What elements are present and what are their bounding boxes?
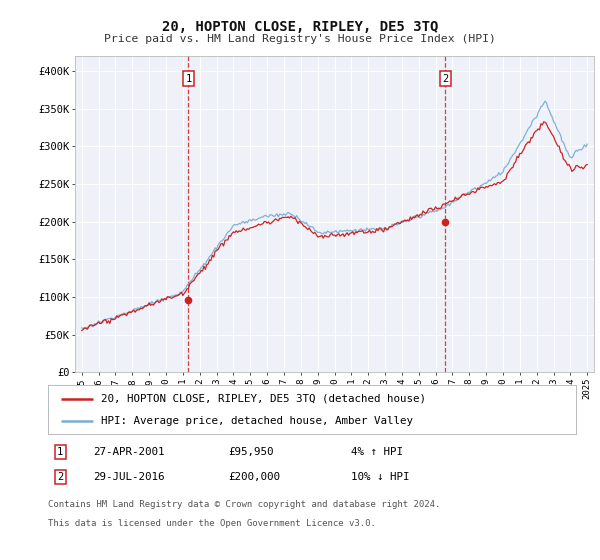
Text: 2: 2 <box>442 73 449 83</box>
Text: HPI: Average price, detached house, Amber Valley: HPI: Average price, detached house, Ambe… <box>101 416 413 426</box>
Text: 27-APR-2001: 27-APR-2001 <box>93 447 164 457</box>
Text: 1: 1 <box>185 73 191 83</box>
Text: £200,000: £200,000 <box>228 472 280 482</box>
Text: Contains HM Land Registry data © Crown copyright and database right 2024.: Contains HM Land Registry data © Crown c… <box>48 500 440 509</box>
Text: Price paid vs. HM Land Registry's House Price Index (HPI): Price paid vs. HM Land Registry's House … <box>104 34 496 44</box>
Text: 1: 1 <box>57 447 63 457</box>
Text: 4% ↑ HPI: 4% ↑ HPI <box>351 447 403 457</box>
Text: This data is licensed under the Open Government Licence v3.0.: This data is licensed under the Open Gov… <box>48 520 376 529</box>
Text: £95,950: £95,950 <box>228 447 274 457</box>
Text: 10% ↓ HPI: 10% ↓ HPI <box>351 472 409 482</box>
Text: 20, HOPTON CLOSE, RIPLEY, DE5 3TQ: 20, HOPTON CLOSE, RIPLEY, DE5 3TQ <box>162 20 438 34</box>
Text: 20, HOPTON CLOSE, RIPLEY, DE5 3TQ (detached house): 20, HOPTON CLOSE, RIPLEY, DE5 3TQ (detac… <box>101 394 426 404</box>
Text: 29-JUL-2016: 29-JUL-2016 <box>93 472 164 482</box>
Text: 2: 2 <box>57 472 63 482</box>
